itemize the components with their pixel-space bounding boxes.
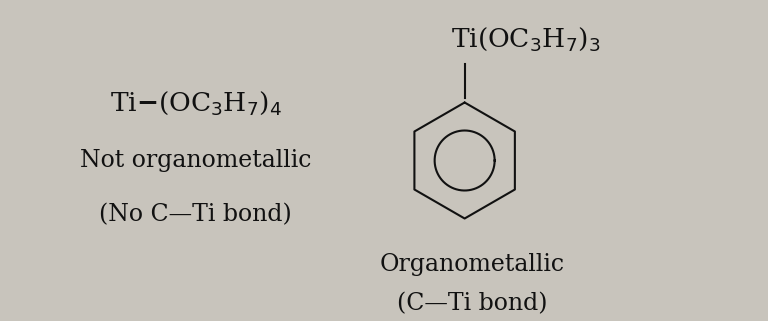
Text: Organometallic: Organometallic xyxy=(380,253,564,276)
Text: Not organometallic: Not organometallic xyxy=(80,149,312,172)
Text: (C—Ti bond): (C—Ti bond) xyxy=(397,292,548,315)
Text: Ti$\mathbf{-}$(OC$_3$H$_7$)$_4$: Ti$\mathbf{-}$(OC$_3$H$_7$)$_4$ xyxy=(110,89,282,117)
Text: Ti(OC$_3$H$_7$)$_3$: Ti(OC$_3$H$_7$)$_3$ xyxy=(452,24,601,53)
Text: (No C—Ti bond): (No C—Ti bond) xyxy=(100,204,292,227)
